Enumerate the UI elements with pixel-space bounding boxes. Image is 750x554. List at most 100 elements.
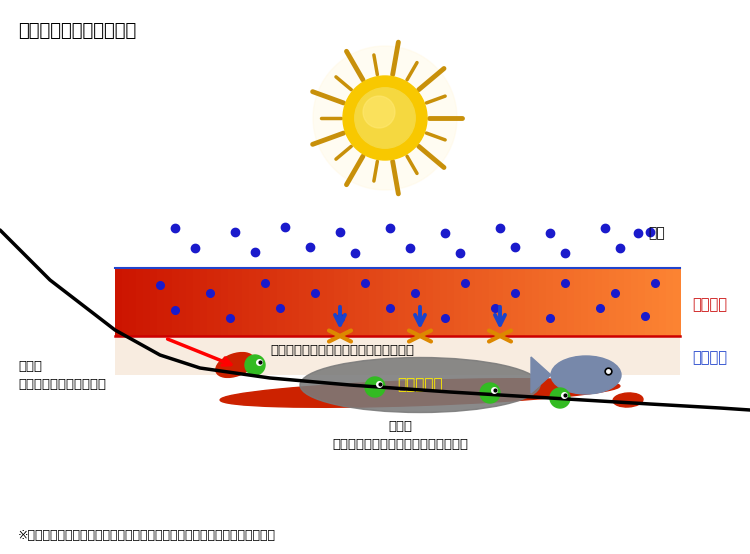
Bar (426, 268, 433, 336)
Text: 酸素: 酸素 (648, 226, 664, 240)
Bar (546, 268, 554, 336)
Circle shape (550, 388, 570, 408)
Bar (638, 268, 645, 336)
Bar (143, 268, 151, 336)
Bar (658, 268, 666, 336)
Bar (645, 268, 652, 336)
Bar (496, 268, 504, 336)
Bar (320, 268, 327, 336)
Bar (298, 268, 306, 336)
Polygon shape (531, 357, 551, 393)
Circle shape (313, 46, 457, 190)
Ellipse shape (300, 357, 540, 413)
Circle shape (343, 76, 427, 160)
Bar (207, 268, 214, 336)
Bar (454, 268, 461, 336)
Bar (221, 268, 229, 336)
Bar (567, 268, 574, 336)
Text: 貧酸素水塊発生のしくみ: 貧酸素水塊発生のしくみ (18, 22, 136, 40)
Bar (398, 268, 405, 336)
Bar (129, 268, 136, 336)
Bar (602, 268, 610, 336)
Bar (623, 268, 631, 336)
Bar (391, 268, 398, 336)
Bar (164, 268, 172, 336)
Bar (341, 268, 349, 336)
Bar (419, 268, 426, 336)
Ellipse shape (220, 379, 620, 407)
Bar (412, 268, 419, 336)
Bar (249, 268, 256, 336)
Bar (186, 268, 194, 336)
Bar (178, 268, 186, 336)
Bar (581, 268, 589, 336)
Bar (136, 268, 144, 336)
Bar (588, 268, 596, 336)
Circle shape (363, 96, 395, 128)
Bar (538, 268, 546, 336)
Bar (511, 268, 518, 336)
Bar (292, 268, 299, 336)
Bar (150, 268, 158, 336)
Bar (115, 268, 122, 336)
Bar (631, 268, 638, 336)
Bar (356, 268, 363, 336)
Bar (256, 268, 264, 336)
Bar (525, 268, 532, 336)
Text: 微生物
（有機物を分解する際に酸素を消費）: 微生物 （有機物を分解する際に酸素を消費） (332, 420, 468, 451)
Bar (362, 268, 370, 336)
Text: 成層のため、酸素が底層に供給されない: 成層のため、酸素が底層に供給されない (270, 344, 414, 357)
Text: ※出典　貧酸素水塊が東京湾の底棲魚介類に及ぼす影響（国立環境研究所）: ※出典 貧酸素水塊が東京湾の底棲魚介類に及ぼす影響（国立環境研究所） (18, 529, 276, 542)
Circle shape (355, 88, 416, 148)
Bar (673, 268, 680, 336)
Bar (518, 268, 525, 336)
Text: 温かい水: 温かい水 (692, 297, 727, 312)
Bar (553, 268, 560, 336)
Text: 冷たい水: 冷たい水 (692, 351, 727, 366)
Bar (313, 268, 320, 336)
Bar (468, 268, 476, 336)
Bar (596, 268, 603, 336)
Bar (476, 268, 483, 336)
Bar (383, 268, 391, 336)
Text: 有機物
（動植物の死がいなど）: 有機物 （動植物の死がいなど） (18, 360, 106, 391)
Bar (369, 268, 376, 336)
Text: 貧酸素水塊: 貧酸素水塊 (398, 377, 442, 392)
Bar (235, 268, 243, 336)
Ellipse shape (216, 352, 254, 377)
Bar (609, 268, 617, 336)
Bar (115, 336, 680, 375)
Bar (306, 268, 314, 336)
Bar (652, 268, 659, 336)
Bar (447, 268, 454, 336)
Bar (284, 268, 292, 336)
Bar (193, 268, 200, 336)
Circle shape (480, 383, 500, 403)
Bar (489, 268, 496, 336)
Ellipse shape (551, 356, 621, 394)
Circle shape (365, 377, 385, 397)
Bar (334, 268, 341, 336)
Bar (404, 268, 412, 336)
Bar (270, 268, 278, 336)
Bar (666, 268, 674, 336)
Bar (376, 268, 384, 336)
Bar (228, 268, 236, 336)
Bar (461, 268, 469, 336)
Bar (200, 268, 207, 336)
Bar (616, 268, 624, 336)
Circle shape (245, 355, 265, 375)
Bar (278, 268, 285, 336)
Bar (560, 268, 568, 336)
Bar (158, 268, 165, 336)
Bar (433, 268, 440, 336)
Bar (263, 268, 271, 336)
Bar (172, 268, 179, 336)
Ellipse shape (613, 393, 643, 407)
Bar (574, 268, 582, 336)
Bar (242, 268, 250, 336)
Bar (327, 268, 334, 336)
Bar (503, 268, 511, 336)
Bar (122, 268, 130, 336)
Bar (440, 268, 448, 336)
